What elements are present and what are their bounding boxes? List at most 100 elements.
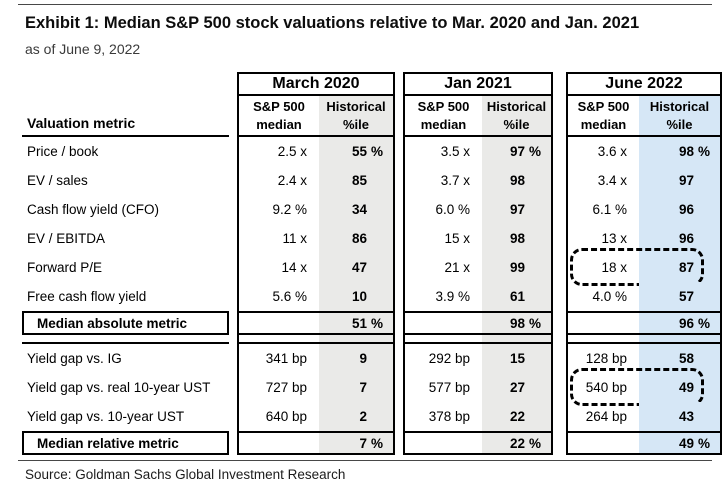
percentile-value: 43 [678, 409, 694, 424]
percentile-value: 10 [351, 289, 367, 304]
percentile-value-cell: 15 [482, 344, 551, 373]
median-value-cell: 3.7 x [440, 173, 470, 188]
percentile-value: 96 [678, 231, 694, 246]
percentile-unit: % [529, 315, 542, 331]
section-divider [405, 335, 551, 344]
summary-row-label: Median relative metric [22, 431, 229, 455]
median-value-cell: 9.2 % [272, 202, 307, 217]
table-row: 6.0 % 97 [405, 195, 551, 224]
percentile-unit: % [529, 435, 542, 451]
median-value-cell: 5.6 % [272, 289, 307, 304]
subheader-percentile: Historical %ile [639, 96, 720, 135]
percentile-unit: % [371, 435, 384, 451]
summary-row-label: Median absolute metric [22, 311, 229, 335]
median-value-cell: 292 bp [428, 351, 470, 366]
table-row: 264 bp 43 [568, 402, 720, 431]
column-subheader: S&P 500 median Historical %ile [239, 96, 393, 137]
percentile-value: 61 [509, 289, 525, 304]
table-row: 640 bp 2 [239, 402, 393, 431]
median-value-cell: 3.6 x [597, 144, 627, 159]
section-divider [239, 335, 393, 344]
percentile-value-cell: 98% [482, 313, 551, 333]
percentile-unit: % [698, 435, 711, 451]
median-value-cell [568, 433, 639, 453]
subheader-line: Historical [649, 99, 710, 114]
subheader-line: S&P 500 [253, 99, 305, 114]
median-value-cell [239, 313, 319, 333]
shaded-spacer-cell [482, 335, 551, 342]
percentile-unit: % [529, 144, 542, 159]
table-row: 727 bp 7 [239, 373, 393, 402]
percentile-value-cell: 98% [639, 137, 720, 166]
percentile-value: 55 [351, 144, 367, 159]
percentile-value-cell: 96 [639, 195, 720, 224]
row-label: Cash flow yield (CFO) [27, 202, 160, 217]
table-row: 5.6 % 10 [239, 282, 393, 311]
median-value-cell [239, 433, 319, 453]
row-label: Forward P/E [27, 260, 103, 275]
percentile-value: 9 [359, 351, 367, 366]
subheader-line: S&P 500 [577, 99, 630, 114]
subheader-line: median [256, 117, 302, 132]
percentile-value: 2 [359, 409, 367, 424]
subheader-percentile: Historical %ile [482, 96, 551, 135]
subheader-line: %ile [503, 117, 530, 132]
spacer-cell [405, 335, 482, 342]
percentile-value-cell: 49% [639, 433, 720, 453]
as-of-date: as of June 9, 2022 [25, 41, 141, 57]
percentile-value-cell: 99 [482, 253, 551, 282]
percentile-value: 22 [509, 409, 525, 424]
percentile-value: 98 [509, 173, 525, 188]
percentile-value: 87 [678, 260, 694, 275]
column-subheader: S&P 500 median Historical %ile [568, 96, 720, 137]
median-value-cell: 3.4 x [597, 173, 627, 188]
percentile-value: 96 [678, 202, 694, 217]
percentile-value-cell: 97 [482, 195, 551, 224]
percentile-value: 85 [351, 173, 367, 188]
percentile-value: 86 [351, 231, 367, 246]
label-column-header: Valuation metric [22, 72, 229, 137]
percentile-value: 15 [509, 351, 525, 366]
median-value-cell: 21 x [444, 260, 470, 275]
valuation-table: Valuation metric Price / book EV / sales Ca… [22, 72, 722, 455]
column-group-title: June 2022 [568, 72, 720, 96]
shaded-spacer-cell [319, 335, 393, 342]
summary-row: 49% [568, 431, 720, 455]
table-row: 3.4 x 97 [568, 166, 720, 195]
percentile-value-cell: 22 [482, 402, 551, 431]
table-row: 2.5 x 55% [239, 137, 393, 166]
percentile-value: 97 [509, 144, 525, 159]
percentile-value-cell: 27 [482, 373, 551, 402]
median-value-cell: 3.5 x [440, 144, 470, 159]
row-label: EV / EBITDA [27, 231, 106, 246]
summary-row: 51% [239, 311, 393, 335]
table-row: 3.5 x 97% [405, 137, 551, 166]
percentile-value-cell: 9 [319, 344, 393, 373]
percentile-value: 49 [678, 435, 694, 451]
subheader-line: Historical [486, 99, 547, 114]
table-row: 15 x 98 [405, 224, 551, 253]
table-row: 292 bp 15 [405, 344, 551, 373]
median-value-cell: 727 bp [265, 380, 307, 395]
row-label: EV / sales [27, 173, 88, 188]
percentile-value-cell: 96% [639, 313, 720, 333]
subheader-line: Historical [326, 99, 386, 114]
subheader-median: S&P 500 median [239, 96, 319, 135]
percentile-value: 98 [509, 315, 525, 331]
percentile-value-cell: 55% [319, 137, 393, 166]
column-group-jan-2021: Jan 2021 S&P 500 median Historical %ile 3.5 x… [403, 72, 553, 455]
percentile-value: 57 [678, 289, 694, 304]
column-group-march-2020: March 2020 S&P 500 median Historical %ile 2.5… [237, 72, 395, 455]
table-row: 2.4 x 85 [239, 166, 393, 195]
spacer-cell [568, 335, 639, 342]
table-row: 14 x 47 [239, 253, 393, 282]
percentile-value: 99 [509, 260, 525, 275]
column-group-title: Jan 2021 [405, 72, 551, 96]
percentile-value: 96 [678, 315, 694, 331]
percentile-value: 98 [678, 144, 694, 159]
percentile-value: 34 [351, 202, 367, 217]
median-value-cell: 18 x [601, 260, 627, 275]
percentile-value-cell: 7 [319, 373, 393, 402]
median-value-cell: 2.4 x [277, 173, 307, 188]
column-group-june-2022: June 2022 S&P 500 median Historical %ile 3.6 … [566, 72, 722, 455]
